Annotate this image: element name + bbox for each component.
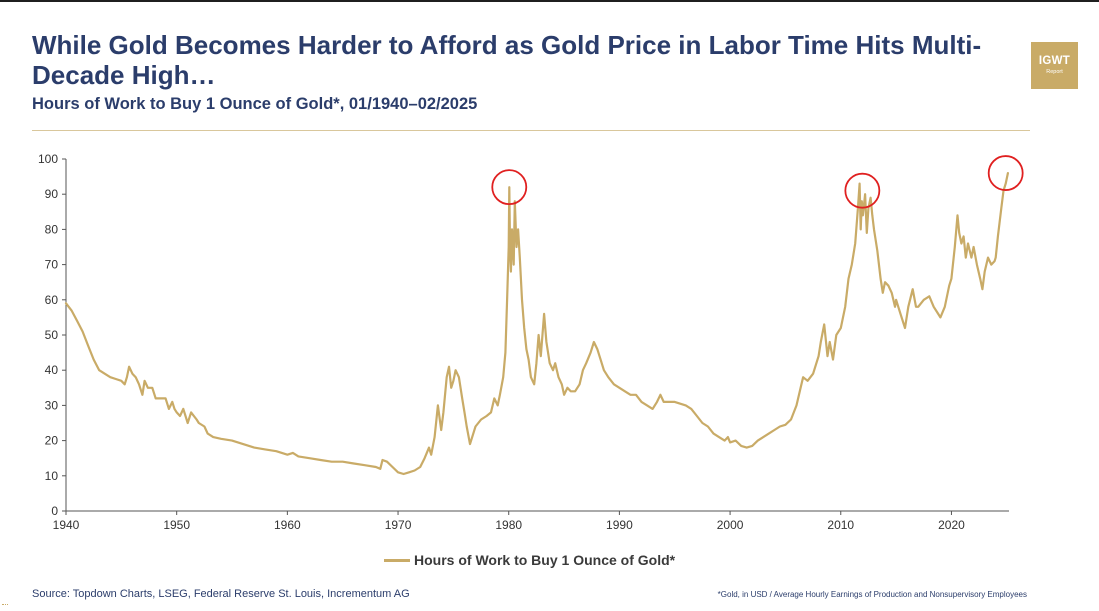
x-tick-label: 1960 <box>274 518 301 532</box>
legend-swatch <box>384 558 410 562</box>
x-tick-label: 1970 <box>385 518 412 532</box>
corner-mark <box>2 604 8 607</box>
peak-highlight-circle <box>491 169 528 206</box>
y-tick-label: 90 <box>45 187 59 201</box>
y-tick-label: 30 <box>45 398 59 412</box>
y-tick-label: 20 <box>45 434 59 448</box>
x-tick-label: 1940 <box>53 518 80 532</box>
logo-main-text: IGWT <box>1038 55 1071 67</box>
source-note: Source: Topdown Charts, LSEG, Federal Re… <box>32 588 410 600</box>
chart-legend: Hours of Work to Buy 1 Ounce of Gold* <box>384 552 675 568</box>
x-tick-label: 2010 <box>827 518 854 532</box>
x-tick-label: 1950 <box>163 518 190 532</box>
chart-subtitle: Hours of Work to Buy 1 Ounce of Gold*, 0… <box>32 95 478 113</box>
title-divider <box>32 130 1030 131</box>
x-tick-label: 1980 <box>495 518 522 532</box>
y-tick-label: 50 <box>45 328 59 342</box>
y-tick-label: 40 <box>45 363 59 377</box>
series-line <box>64 172 1009 476</box>
peak-highlight-circle <box>987 155 1024 191</box>
y-tick-label: 10 <box>45 469 59 483</box>
line-chart: 0 10 20 30 40 50 60 70 80 90 100 1940 1950 1960 1970 19… <box>38 152 1024 532</box>
y-tick-label: 60 <box>45 293 59 307</box>
peak-highlight-circle <box>844 172 881 209</box>
x-tick-label: 1990 <box>606 518 633 532</box>
y-tick-label: 70 <box>45 258 59 272</box>
y-tick-label: 0 <box>51 504 58 518</box>
legend-label: Hours of Work to Buy 1 Ounce of Gold* <box>414 552 676 568</box>
page-title: While Gold Becomes Harder to Afford as G… <box>32 30 982 90</box>
x-tick-label: 2020 <box>938 518 965 532</box>
logo-sub-text: Report <box>1046 69 1063 75</box>
footnote: *Gold, in USD / Average Hourly Earnings … <box>717 590 1027 599</box>
igwt-logo: IGWT Report <box>1031 42 1078 89</box>
y-tick-label: 80 <box>45 222 59 236</box>
x-tick-label: 2000 <box>717 518 744 532</box>
top-rule <box>0 0 1099 2</box>
y-tick-label: 100 <box>38 152 58 166</box>
